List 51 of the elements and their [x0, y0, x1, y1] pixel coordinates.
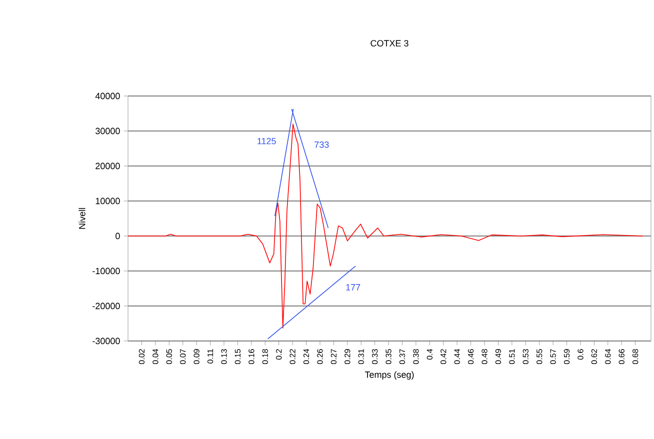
- x-tick-label: 0.15: [234, 349, 241, 364]
- x-tick-label: 0.62: [591, 349, 598, 364]
- x-tick-label: 0.66: [618, 349, 624, 364]
- x-tick-label: 0.49: [495, 349, 502, 364]
- y-tick-label: -20000: [92, 302, 120, 310]
- x-tick-label: 0.46: [468, 349, 474, 364]
- x-tick-label: 0.2: [276, 349, 282, 360]
- x-tick-label: 0.24: [303, 349, 310, 364]
- x-tick-label: 0.4: [426, 349, 432, 360]
- x-tick-label: 0.05: [166, 349, 172, 364]
- x-tick-label: 0.07: [180, 349, 186, 364]
- x-axis-title: Temps (seg): [364, 371, 414, 380]
- x-tick-label: 0.48: [482, 349, 488, 364]
- x-tick-label: 0.38: [413, 349, 419, 364]
- y-tick-label: 10000: [96, 198, 120, 204]
- x-tick-label: 0.64: [605, 349, 611, 364]
- annotation: 1125: [258, 138, 276, 144]
- y-tick-label: 30000: [96, 128, 120, 134]
- x-tick-label: 0.35: [386, 349, 392, 364]
- x-tick-label: 0.29: [344, 349, 350, 364]
- annotation: 177: [346, 284, 360, 290]
- y-tick-label: -30000: [92, 338, 120, 344]
- x-tick-label: 0.42: [440, 349, 446, 364]
- y-axis-title: Nivell: [78, 208, 86, 229]
- x-tick-label: 0.37: [399, 349, 406, 364]
- y-tick-label: 0: [116, 232, 120, 240]
- x-tick-label: 0.09: [194, 349, 200, 364]
- x-tick-label: 0.68: [632, 349, 638, 364]
- x-tick-label: 0.02: [138, 349, 145, 364]
- x-tick-label: 0.16: [248, 349, 254, 364]
- y-tick-label: 20000: [96, 162, 120, 170]
- x-tick-label: 0.59: [564, 349, 570, 364]
- x-tick-label: 0.27: [330, 349, 337, 364]
- x-tick-label: 0.11: [207, 349, 214, 364]
- annotation: 733: [314, 141, 329, 148]
- x-tick-label: 0.51: [509, 349, 515, 364]
- y-tick-label: -10000: [92, 268, 120, 274]
- x-tick-label: 0.18: [262, 349, 268, 364]
- x-tick-label: 0.55: [536, 349, 542, 364]
- x-tick-label: 0.22: [290, 349, 296, 364]
- x-tick-label: 0.26: [317, 349, 323, 364]
- x-tick-label: 0.6: [578, 349, 584, 360]
- x-tick-label: 0.13: [221, 349, 227, 364]
- x-tick-label: 0.31: [358, 349, 364, 364]
- x-tick-label: 0.57: [550, 349, 556, 364]
- x-tick-label: 0.53: [522, 349, 528, 364]
- chart-title: COTXE 3: [370, 40, 408, 46]
- y-tick-label: 40000: [95, 92, 120, 100]
- x-tick-label: 0.04: [152, 349, 158, 364]
- x-tick-label: 0.44: [454, 349, 460, 364]
- x-tick-label: 0.33: [372, 349, 378, 364]
